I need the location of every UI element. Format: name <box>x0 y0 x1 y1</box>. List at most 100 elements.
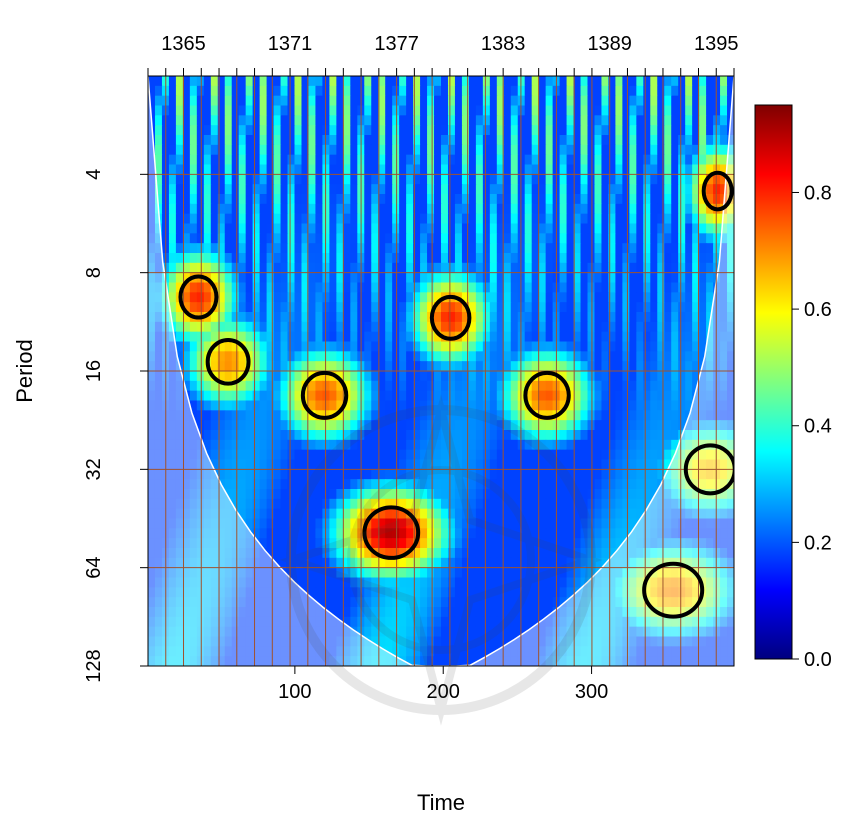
heatmap-cell <box>531 203 540 215</box>
heatmap-cell <box>245 646 254 657</box>
heatmap-cell <box>496 253 505 264</box>
heatmap-cell <box>650 144 658 156</box>
heatmap-cell <box>531 213 540 225</box>
heatmap-cell <box>454 528 463 539</box>
heatmap-cell <box>594 479 603 490</box>
heatmap-cell <box>503 233 512 244</box>
heatmap-cell <box>594 371 603 382</box>
heatmap-cell <box>468 528 477 539</box>
heatmap-cell <box>720 76 728 87</box>
heatmap-cell <box>154 656 163 666</box>
heatmap-cell <box>371 567 379 579</box>
heatmap-cell <box>148 243 156 254</box>
heatmap-cell <box>259 489 268 500</box>
heatmap-cell <box>727 164 734 175</box>
heatmap-cell <box>364 420 372 431</box>
heatmap-cell <box>399 380 407 392</box>
heatmap-cell <box>475 243 484 254</box>
heatmap-cell <box>517 223 526 234</box>
heatmap-cell <box>587 528 596 539</box>
heatmap-cell <box>468 597 477 608</box>
heatmap-cell <box>650 420 658 431</box>
heatmap-cell <box>406 351 414 362</box>
heatmap-cell <box>636 243 644 254</box>
heatmap-cell <box>322 272 330 284</box>
heatmap-cell <box>182 607 191 618</box>
heatmap-cell <box>601 567 610 579</box>
heatmap-cell <box>489 626 498 638</box>
heatmap-cell <box>608 626 617 638</box>
heatmap-cell <box>441 518 449 529</box>
heatmap-cell <box>434 518 442 529</box>
heatmap-cell <box>587 341 596 352</box>
heatmap-cell <box>559 459 568 470</box>
heatmap-cell <box>503 400 512 411</box>
heatmap-cell <box>531 351 540 362</box>
heatmap-cell <box>510 95 519 107</box>
heatmap-cell <box>594 223 603 234</box>
heatmap-cell <box>454 489 463 500</box>
heatmap-cell <box>580 243 589 254</box>
heatmap-cell <box>427 410 435 421</box>
heatmap-cell <box>266 292 275 303</box>
heatmap-cell <box>189 459 198 470</box>
heatmap-cell <box>371 312 379 323</box>
heatmap-cell <box>154 144 163 156</box>
heatmap-cell <box>461 449 470 461</box>
heatmap-cell <box>678 518 686 529</box>
heatmap-cell <box>545 331 554 343</box>
heatmap-cell <box>343 292 351 303</box>
heatmap-cell <box>329 174 337 185</box>
heatmap-cell <box>413 371 421 382</box>
heatmap-cell <box>692 302 700 313</box>
heatmap-cell <box>545 174 554 185</box>
heatmap-cell <box>343 548 351 559</box>
heatmap-cell <box>252 528 261 539</box>
heatmap-cell <box>196 538 205 549</box>
heatmap-cell <box>266 115 275 126</box>
heatmap-cell <box>692 498 700 510</box>
heatmap-cell <box>322 233 330 244</box>
heatmap-cell <box>322 312 330 323</box>
heatmap-cell <box>580 587 589 598</box>
heatmap-cell <box>392 607 400 618</box>
heatmap-cell <box>587 567 596 579</box>
heatmap-cell <box>531 331 540 343</box>
heatmap-cell <box>336 626 344 638</box>
heatmap-cell <box>315 656 324 666</box>
heatmap-cell <box>510 272 519 284</box>
heatmap-cell <box>196 449 205 461</box>
heatmap-cell <box>524 587 533 598</box>
heatmap-cell <box>461 508 470 520</box>
heatmap-cell <box>322 597 330 608</box>
heatmap-cell <box>322 351 330 362</box>
heatmap-cell <box>182 361 191 372</box>
heatmap-cell <box>294 351 303 362</box>
heatmap-cell <box>524 489 533 500</box>
heatmap-cell <box>252 538 261 549</box>
heatmap-cell <box>434 538 442 549</box>
heatmap-cell <box>210 636 219 647</box>
heatmap-cell <box>482 321 491 333</box>
heatmap-cell <box>238 243 247 254</box>
heatmap-cell <box>266 498 275 510</box>
heatmap-cell <box>664 321 672 333</box>
heatmap-cell <box>503 518 512 529</box>
heatmap-cell <box>273 508 282 520</box>
heatmap-cell <box>538 262 547 274</box>
heatmap-cell <box>287 410 296 421</box>
heatmap-cell <box>643 154 651 166</box>
heatmap-cell <box>245 95 254 107</box>
heatmap-cell <box>385 400 393 411</box>
heatmap-cell <box>364 213 372 225</box>
heatmap-cell <box>503 390 512 402</box>
heatmap-cell <box>510 243 519 254</box>
heatmap-cell <box>259 577 268 588</box>
heatmap-cell <box>273 371 282 382</box>
heatmap-cell <box>559 597 568 608</box>
heatmap-cell <box>671 262 679 274</box>
heatmap-cell <box>406 341 414 352</box>
heatmap-cell <box>489 135 498 146</box>
heatmap-cell <box>154 135 163 146</box>
heatmap-cell <box>287 616 296 628</box>
